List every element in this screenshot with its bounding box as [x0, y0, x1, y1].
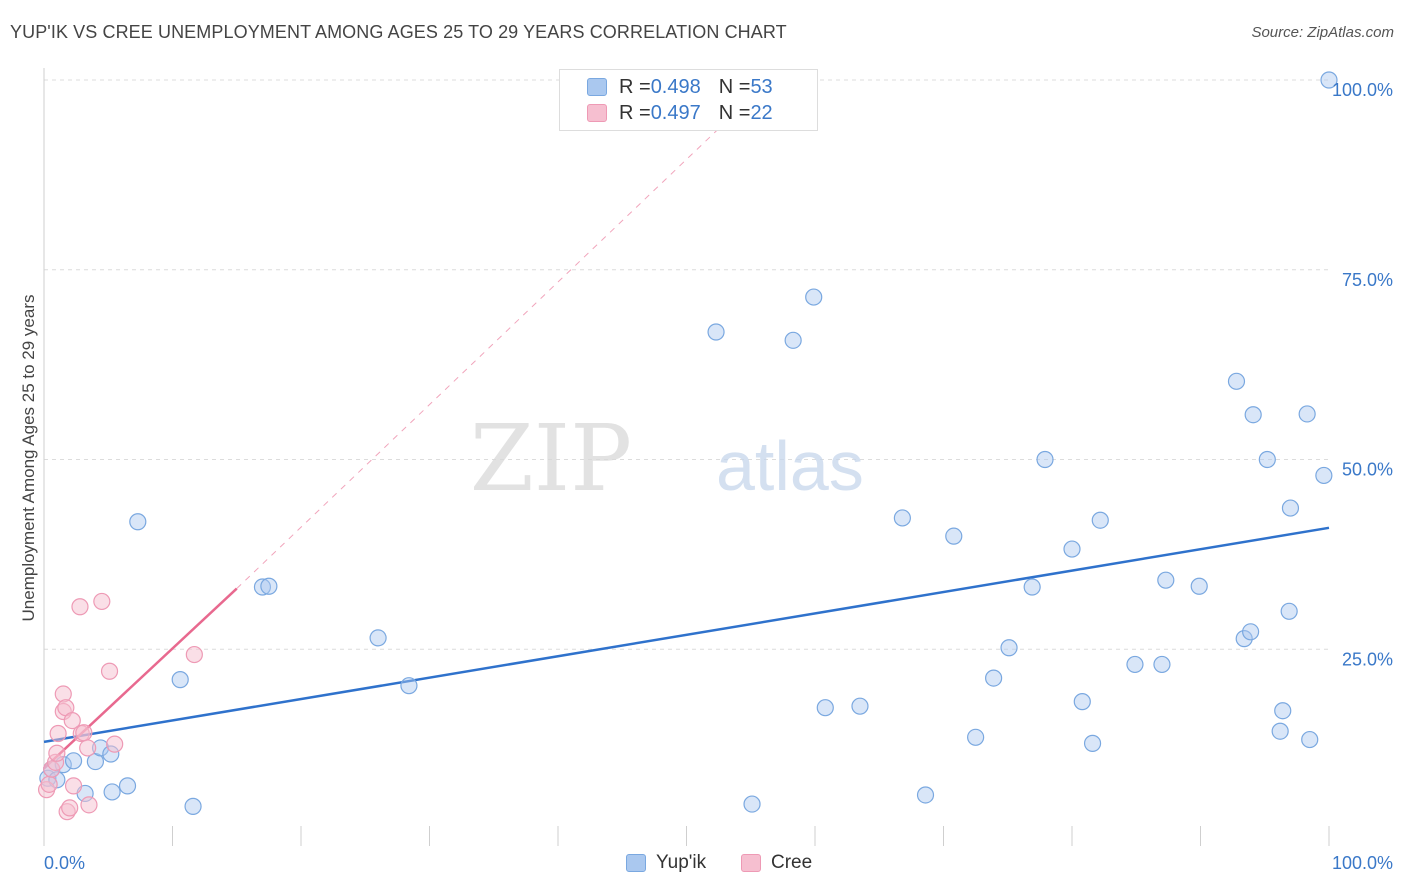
- x-tick-label-min: 0.0%: [44, 853, 85, 873]
- point-yupik: [816, 699, 834, 717]
- bottom-legend-yupik: Yup'ik: [626, 852, 706, 874]
- point-cree: [63, 711, 81, 730]
- point-yupik: [707, 323, 725, 341]
- bottom-legend-cree: Cree: [741, 852, 812, 874]
- y-tick-label: 50.0%: [1342, 460, 1393, 480]
- point-cree: [40, 775, 58, 793]
- point-yupik: [1271, 722, 1289, 740]
- chart-title: YUP'IK VS CREE UNEMPLOYMENT AMONG AGES 2…: [10, 22, 787, 42]
- point-cree: [49, 724, 67, 743]
- legend-swatch-pink: [587, 104, 607, 122]
- y-tick-label: 100.0%: [1332, 80, 1393, 100]
- point-yupik: [1190, 577, 1208, 595]
- trend-line-yupik: [43, 526, 1330, 744]
- point-yupik: [893, 509, 911, 527]
- tick-labels: 25.0% 50.0% 75.0% 100.0% 0.0% 100.0%: [44, 80, 1393, 873]
- point-yupik: [260, 577, 278, 595]
- gridlines: [44, 79, 1329, 650]
- zipatlas-watermark: ZIP atlas: [470, 405, 864, 512]
- bottom-legend-label-yupik: Yup'ik: [656, 852, 707, 873]
- legend-r-value-cree: 0.497: [650, 101, 701, 124]
- point-cree: [100, 662, 119, 680]
- point-cree: [64, 777, 83, 795]
- point-yupik: [1258, 450, 1276, 469]
- point-yupik: [1157, 571, 1175, 589]
- x-tick-label-max: 100.0%: [1332, 853, 1393, 873]
- y-tick-label: 25.0%: [1342, 649, 1393, 669]
- point-yupik: [129, 513, 147, 531]
- point-yupik: [1274, 702, 1292, 720]
- point-yupik: [64, 752, 83, 770]
- point-yupik: [1244, 406, 1262, 424]
- point-yupik: [1153, 655, 1171, 674]
- trend-line-cree: [43, 587, 238, 770]
- point-yupik: [118, 777, 137, 795]
- point-yupik: [1083, 734, 1102, 752]
- trend-line-cree-extension: [236, 109, 739, 589]
- y-axis-label: Unemployment Among Ages 25 to 29 years: [19, 294, 38, 622]
- legend-n-label: N =: [718, 101, 751, 124]
- point-yupik: [1242, 623, 1260, 641]
- point-yupik: [985, 669, 1003, 687]
- data-points: [37, 71, 1338, 821]
- point-yupik: [1000, 639, 1018, 657]
- point-yupik: [1023, 578, 1041, 596]
- legend-r-label: R =: [619, 75, 651, 98]
- point-cree: [93, 592, 111, 611]
- source-credit: Source: ZipAtlas.com: [1251, 24, 1394, 41]
- point-yupik: [1280, 602, 1298, 620]
- point-yupik: [967, 728, 985, 746]
- point-yupik: [1227, 372, 1246, 390]
- point-cree: [71, 598, 89, 616]
- point-cree: [106, 735, 124, 753]
- bottom-legend-swatch-blue: [626, 854, 646, 872]
- point-yupik: [253, 578, 272, 596]
- point-yupik: [400, 677, 418, 695]
- point-cree: [79, 739, 97, 757]
- point-cree: [48, 744, 66, 762]
- bottom-legend-label-cree: Cree: [771, 852, 813, 873]
- point-yupik: [945, 527, 963, 545]
- point-yupik: [1301, 730, 1319, 749]
- point-cree: [75, 724, 93, 742]
- axes: [43, 68, 1330, 846]
- point-yupik: [171, 671, 189, 689]
- point-yupik: [103, 783, 121, 801]
- point-yupik: [184, 797, 202, 815]
- point-yupik: [1320, 71, 1338, 89]
- legend-row-cree: R = 0.497 N = 22: [587, 100, 773, 126]
- point-yupik: [1073, 693, 1091, 711]
- point-cree: [61, 799, 79, 817]
- point-yupik: [1036, 450, 1054, 469]
- legend-row-yupik: R = 0.498 N = 53: [587, 74, 773, 100]
- point-cree: [80, 796, 98, 814]
- point-yupik: [1315, 466, 1333, 485]
- point-yupik: [1235, 630, 1253, 648]
- legend-swatch-blue: [587, 78, 607, 96]
- point-yupik: [1298, 405, 1316, 423]
- watermark-atlas: atlas: [716, 427, 864, 505]
- point-yupik: [743, 795, 761, 813]
- y-tick-label: 75.0%: [1342, 270, 1393, 290]
- stats-legend: R = 0.498 N = 53 R = 0.497 N = 22: [559, 69, 818, 131]
- legend-r-value-yupik: 0.498: [650, 75, 701, 98]
- point-yupik: [784, 331, 802, 349]
- point-yupik: [369, 629, 387, 647]
- legend-n-label: N =: [718, 75, 751, 98]
- legend-r-label: R =: [619, 101, 651, 124]
- point-cree: [185, 645, 203, 664]
- point-yupik: [916, 786, 935, 804]
- point-yupik: [1281, 499, 1300, 517]
- bottom-legend-swatch-pink: [741, 854, 761, 872]
- point-yupik: [1126, 655, 1144, 674]
- point-yupik: [805, 288, 823, 306]
- watermark-zip: ZIP: [470, 405, 632, 512]
- legend-n-value-yupik: 53: [750, 75, 773, 98]
- legend-n-value-cree: 22: [750, 101, 773, 124]
- point-yupik: [1063, 540, 1081, 558]
- point-yupik: [851, 697, 869, 715]
- point-yupik: [1091, 511, 1109, 529]
